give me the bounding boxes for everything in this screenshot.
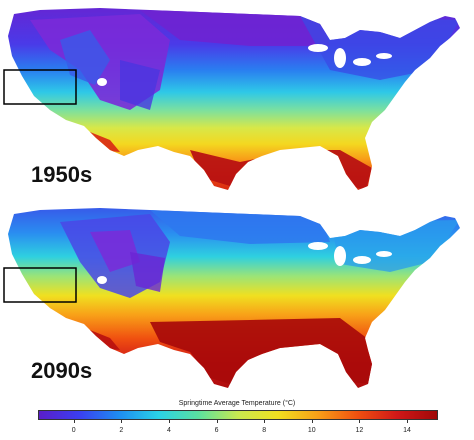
highlight-box: [3, 267, 77, 303]
colorbar-tick-mark: [359, 420, 361, 423]
highlight-box: [3, 69, 77, 105]
colorbar-tick-mark: [407, 420, 409, 423]
era-label-1950s: 1950s: [31, 162, 93, 187]
colorbar-tick-mark: [121, 420, 123, 423]
colorbar-tick-mark: [73, 420, 75, 423]
map-panel-2090s: 2090s: [0, 202, 474, 397]
era-label-2090s: 2090s: [31, 358, 93, 383]
colorbar-tick-mark: [216, 420, 218, 423]
colorbar-tick-mark: [264, 420, 266, 423]
colorbar-tick-mark: [311, 420, 313, 423]
us-temperature-map-2090s: [3, 208, 460, 388]
colorbar-tick-label: 0: [71, 427, 76, 434]
colorbar-tick-label: 14: [403, 427, 411, 434]
colorbar-tick-label: 8: [262, 427, 267, 434]
colorbar-tick-mark: [168, 420, 170, 423]
map-panel-1950s: 1950s: [0, 0, 474, 200]
colorbar-tick-label: 4: [166, 427, 171, 434]
colorbar-tick-label: 6: [214, 427, 219, 434]
temperature-colorbar: [38, 410, 438, 420]
colorbar-tick-label: 2: [119, 427, 124, 434]
us-temperature-map-1950s: [3, 8, 460, 190]
colorbar-tick-label: 10: [307, 427, 316, 434]
colorbar-tick-label: 12: [355, 427, 364, 434]
colorbar-title: Springtime Average Temperature (°C): [178, 400, 296, 407]
